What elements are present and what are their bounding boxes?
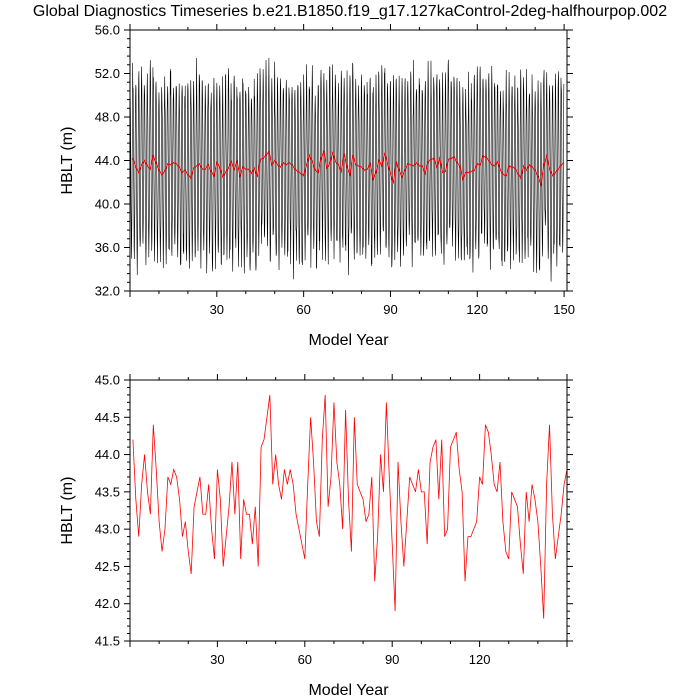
series-annual-line [132,149,565,187]
y-tick-label: 45.0 [95,373,120,388]
x-tick-label: 90 [383,302,397,317]
lower-chart-panel: 41.5 42.0 42.5 43.0 43.5 44.0 44.5 45.0 30 60 90 12… [59,373,573,699]
y-tick-label: 41.5 [95,634,120,649]
y-tick-label: 36.0 [95,240,120,255]
y-tick-label: 44.0 [95,447,120,462]
x-tick-label: 120 [469,652,491,667]
x-tick-label: 60 [296,302,310,317]
upper-chart-panel: 32.0 36.0 40.0 44.0 48.0 52.0 56.0 30 60 90 120 150… [59,23,575,350]
y-tick-label: 42.0 [95,596,120,611]
series-monthly-line [129,57,565,282]
y-tick-label: 42.5 [95,559,120,574]
y-tick-label: 32.0 [95,284,120,299]
y-axis-label: HBLT (m) [59,127,76,195]
x-axis-label: Model Year [308,332,389,349]
x-tick-label: 30 [210,652,224,667]
chart-title: Global Diagnostics Timeseries b.e21.B185… [33,3,667,20]
y-tick-label: 43.5 [95,484,120,499]
y-tick-label: 44.5 [95,410,120,425]
y-tick-label: 56.0 [95,23,120,38]
x-tick-label: 60 [298,652,312,667]
plot-frame [129,379,568,642]
x-tick-label: 30 [210,302,224,317]
x-tick-label: 90 [385,652,399,667]
y-tick-label: 52.0 [95,66,120,81]
y-tick-label: 43.0 [95,522,120,537]
y-tick-label: 48.0 [95,110,120,125]
y-axis-label: HBLT (m) [59,477,76,545]
y-tick-label: 44.0 [95,153,120,168]
x-tick-label: 120 [466,302,488,317]
y-tick-label: 40.0 [95,197,120,212]
series-annual-line [132,394,568,619]
x-axis-label: Model Year [308,682,389,699]
x-tick-label: 150 [553,302,575,317]
